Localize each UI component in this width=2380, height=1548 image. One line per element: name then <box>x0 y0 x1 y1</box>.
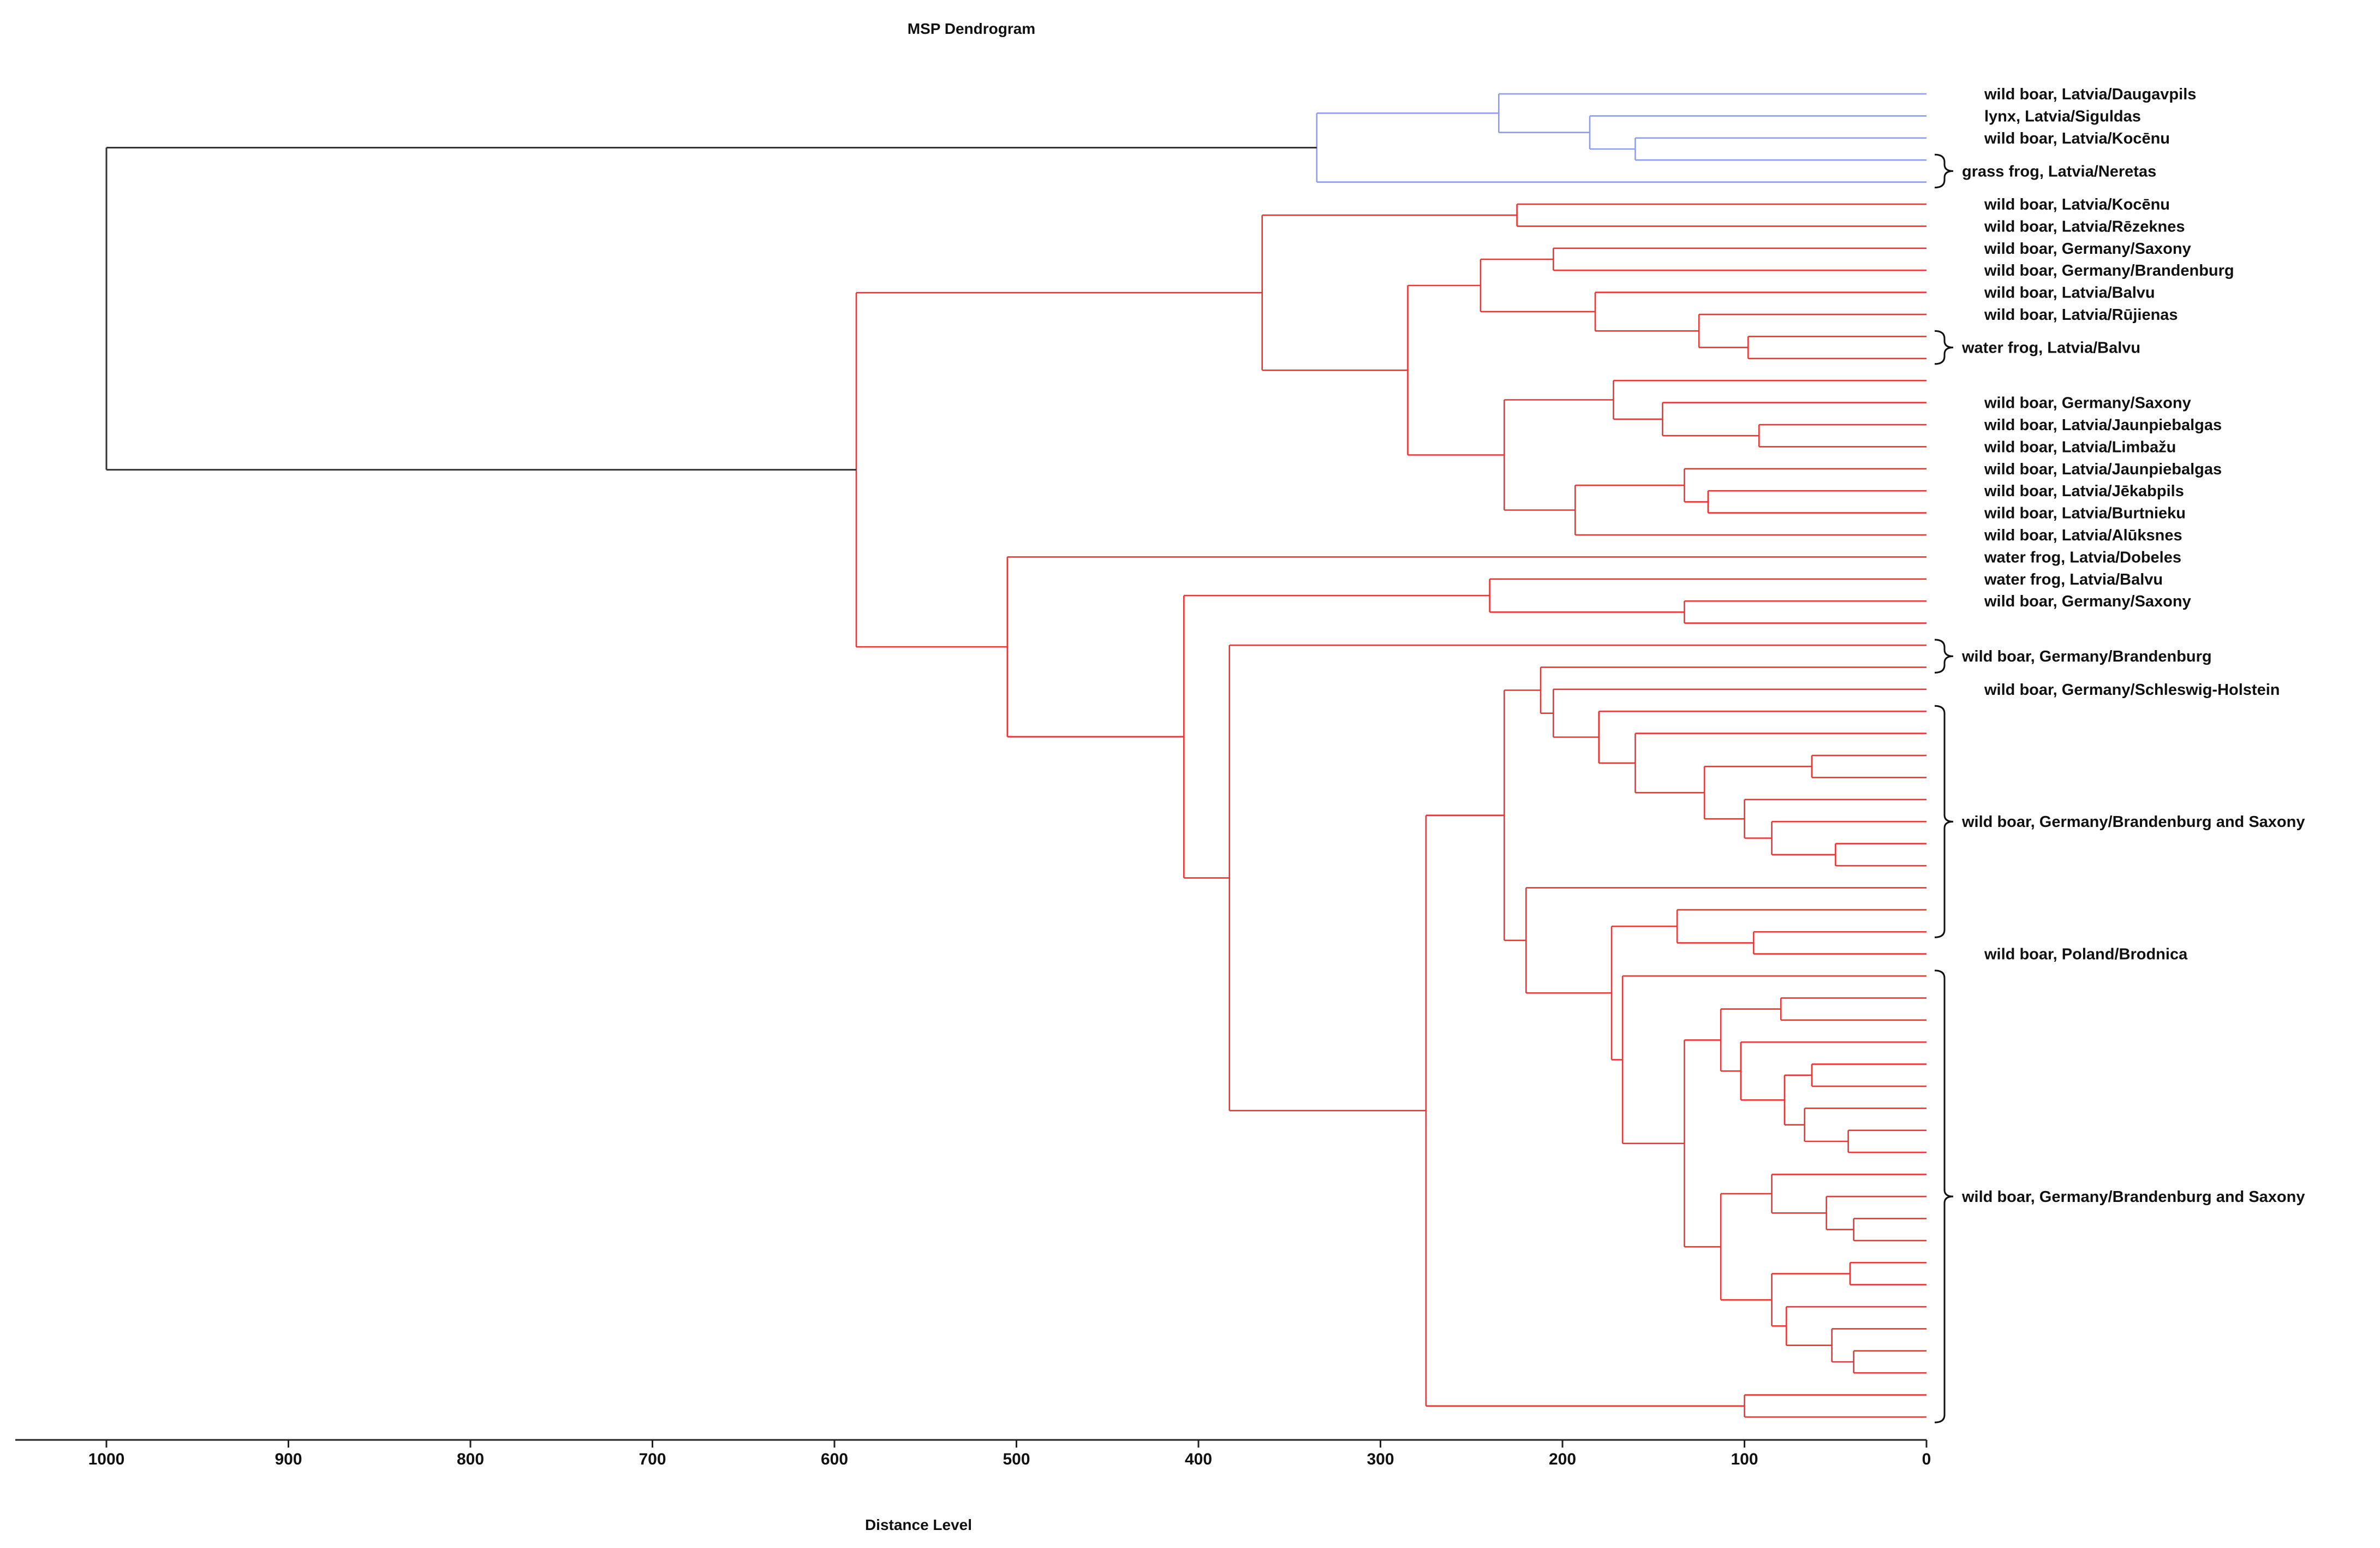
group-label: wild boar, Germany/Brandenburg <box>1961 648 2212 665</box>
leaf-label: wild boar, Latvia/Jaunpiebalgas <box>1984 461 2222 478</box>
x-axis-ticks: 1000 900 800 700 600 500 400 300 200 100 0 <box>88 1440 1931 1468</box>
leaf-label: wild boar, Germany/Saxony <box>1984 395 2191 412</box>
x-tick-label: 300 <box>1367 1450 1394 1468</box>
x-axis-title: Distance Level <box>865 1516 972 1533</box>
leaf-label: wild boar, Latvia/Kocēnu <box>1984 196 2170 213</box>
group-brace <box>1934 969 1954 1424</box>
leaf-label: wild boar, Germany/Brandenburg <box>1984 262 2234 279</box>
leaf-label: wild boar, Latvia/Daugavpils <box>1984 86 2196 103</box>
dendrogram-branches <box>105 93 1926 1418</box>
leaf-label: wild boar, Latvia/Rūjienas <box>1984 306 2178 324</box>
leaf-label: lynx, Latvia/Siguldas <box>1984 108 2141 125</box>
leaf-label: water frog, Latvia/Balvu <box>1984 571 2163 588</box>
x-tick-label: 600 <box>821 1450 848 1468</box>
group-brace <box>1934 330 1954 365</box>
leaf-label: wild boar, Latvia/Rēzeknes <box>1984 218 2185 235</box>
group-brace <box>1934 639 1954 674</box>
leaf-label: wild boar, Latvia/Balvu <box>1984 284 2155 302</box>
x-tick-label: 400 <box>1185 1450 1212 1468</box>
leaf-label: water frog, Latvia/Dobeles <box>1984 549 2181 566</box>
x-tick-label: 100 <box>1731 1450 1758 1468</box>
leaf-label: wild boar, Latvia/Kocēnu <box>1984 130 2170 147</box>
leaf-label: wild boar, Latvia/Jaunpiebalgas <box>1984 416 2222 434</box>
x-tick-label: 1000 <box>88 1450 125 1468</box>
leaf-label: wild boar, Poland/Brodnica <box>1984 946 2188 963</box>
group-label: water frog, Latvia/Balvu <box>1961 340 2140 357</box>
x-tick-label: 900 <box>275 1450 302 1468</box>
leaf-label: wild boar, Germany/Saxony <box>1984 240 2191 258</box>
group-label: wild boar, Germany/Brandenburg and Saxon… <box>1961 813 2305 831</box>
leaf-labels: wild boar, Latvia/Daugavpils lynx, Latvia… <box>1984 86 2280 963</box>
group-label: grass frog, Latvia/Neretas <box>1962 163 2156 180</box>
leaf-label: wild boar, Latvia/Alūksnes <box>1984 527 2182 544</box>
chart-title: MSP Dendrogram <box>908 20 1035 37</box>
group-label: wild boar, Germany/Brandenburg and Saxon… <box>1961 1188 2305 1206</box>
leaf-label: wild boar, Germany/Saxony <box>1984 593 2191 610</box>
leaf-label: wild boar, Latvia/Burtnieku <box>1984 505 2186 522</box>
x-tick-label: 700 <box>639 1450 666 1468</box>
leaf-label: wild boar, Germany/Schleswig-Holstein <box>1984 681 2280 699</box>
x-tick-label: 800 <box>457 1450 484 1468</box>
x-tick-label: 0 <box>1922 1450 1931 1468</box>
leaf-label: wild boar, Latvia/Jēkabpils <box>1984 483 2184 500</box>
group-labels: grass frog, Latvia/Neretas water frog, La… <box>1934 153 2305 1424</box>
leaf-label: wild boar, Latvia/Limbažu <box>1984 438 2176 456</box>
group-brace <box>1934 705 1954 938</box>
group-brace <box>1934 153 1954 189</box>
x-tick-label: 500 <box>1003 1450 1030 1468</box>
x-tick-label: 200 <box>1549 1450 1576 1468</box>
